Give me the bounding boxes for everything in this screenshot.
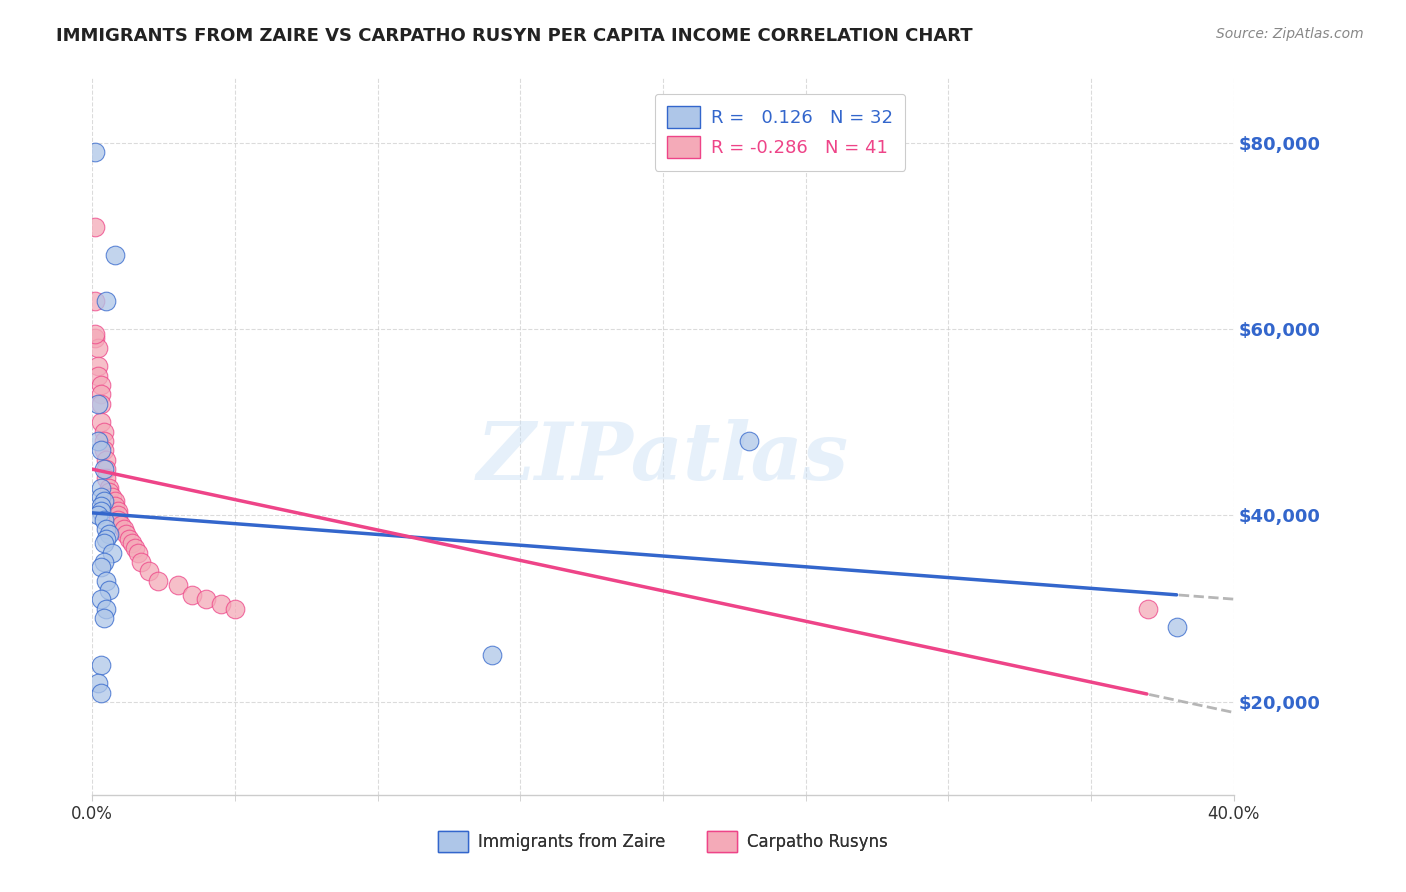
Point: [90, 685, 112, 699]
Point: [96, 601, 118, 615]
Point: [146, 574, 169, 588]
Point: [93, 513, 115, 527]
Point: [118, 532, 141, 546]
Point: [104, 247, 127, 261]
Point: [90, 559, 112, 574]
Point: [107, 504, 129, 518]
Point: [98, 485, 121, 500]
Point: [93, 536, 115, 550]
Point: [90, 481, 112, 495]
Point: [84, 145, 107, 159]
Point: [90, 387, 112, 401]
Point: [96, 294, 118, 309]
Point: [96, 471, 118, 485]
Point: [1137, 601, 1160, 615]
Point: [166, 578, 188, 592]
Point: [93, 443, 115, 458]
Point: [84, 219, 107, 234]
Point: [84, 326, 107, 341]
Point: [93, 494, 115, 508]
Point: [87, 397, 110, 411]
Point: [84, 331, 107, 345]
Point: [115, 527, 138, 541]
Text: ZIPatlas: ZIPatlas: [477, 419, 849, 497]
Point: [93, 425, 115, 439]
Point: [90, 504, 112, 518]
Point: [93, 611, 115, 625]
Point: [101, 546, 124, 560]
Point: [90, 657, 112, 672]
Point: [90, 490, 112, 504]
Point: [104, 494, 127, 508]
Point: [96, 462, 118, 476]
Point: [98, 527, 121, 541]
Point: [93, 462, 115, 476]
Point: [224, 601, 246, 615]
Point: [96, 452, 118, 467]
Text: IMMIGRANTS FROM ZAIRE VS CARPATHO RUSYN PER CAPITA INCOME CORRELATION CHART: IMMIGRANTS FROM ZAIRE VS CARPATHO RUSYN …: [56, 27, 973, 45]
Point: [93, 434, 115, 448]
Point: [90, 443, 112, 458]
Point: [209, 597, 232, 611]
Text: Source: ZipAtlas.com: Source: ZipAtlas.com: [1216, 27, 1364, 41]
Point: [90, 499, 112, 513]
Point: [101, 490, 124, 504]
Point: [87, 434, 110, 448]
Point: [127, 546, 149, 560]
Point: [93, 555, 115, 569]
Point: [90, 397, 112, 411]
Point: [87, 359, 110, 374]
Point: [84, 294, 107, 309]
Point: [181, 588, 204, 602]
Point: [87, 368, 110, 383]
Point: [104, 499, 127, 513]
Point: [195, 592, 218, 607]
Point: [96, 523, 118, 537]
Point: [87, 341, 110, 355]
Point: [96, 574, 118, 588]
Point: [1166, 620, 1188, 634]
Point: [107, 513, 129, 527]
Point: [124, 541, 146, 555]
Point: [138, 565, 160, 579]
Point: [129, 555, 152, 569]
Point: [98, 582, 121, 597]
Point: [90, 378, 112, 392]
Point: [737, 434, 759, 448]
Point: [121, 536, 143, 550]
Point: [98, 481, 121, 495]
Point: [87, 676, 110, 690]
Point: [110, 517, 132, 532]
Point: [107, 508, 129, 523]
Point: [112, 523, 135, 537]
Point: [481, 648, 503, 663]
Point: [96, 532, 118, 546]
Point: [90, 415, 112, 429]
Point: [87, 508, 110, 523]
Point: [90, 592, 112, 607]
Legend: Immigrants from Zaire, Carpatho Rusyns: Immigrants from Zaire, Carpatho Rusyns: [432, 825, 894, 858]
